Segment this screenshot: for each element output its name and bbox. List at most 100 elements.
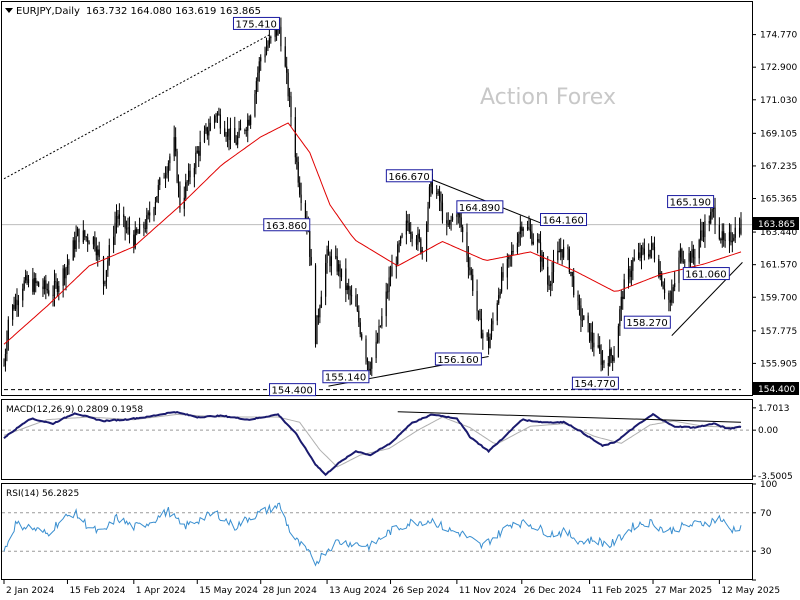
candle-body [580,305,582,320]
candle-body [597,345,599,348]
candle-body [711,208,713,212]
time-tick-label: 11 Feb 2025 [592,586,648,596]
candle-body [346,285,348,291]
candle-body [108,245,110,261]
candle-body [330,256,332,267]
candle-body [146,215,148,229]
candle-body [460,217,462,227]
price-label: 155.140 [325,373,366,384]
candle-body [257,72,259,82]
candle-body [550,283,552,286]
candle-body [128,227,131,235]
candle-body [431,173,433,193]
candle-body [296,157,298,162]
candle-body [350,295,353,297]
candle-body [239,128,242,131]
candle-body [529,229,532,232]
candle-body [450,219,452,221]
price-tick-label: 169.105 [760,129,797,139]
candle-body [52,294,54,297]
candle-body [195,152,197,168]
time-axis: 2 Jan 2024 15 Feb 2024 1 Apr 2024 15 May 20… [3,580,780,596]
candle-body [411,233,413,239]
candle-body [397,244,399,265]
candle-body [710,211,712,224]
candle-body [609,349,611,366]
candle-body [78,228,80,243]
candle-body [593,342,595,348]
candle-body [650,243,653,250]
candle-body [662,285,664,289]
candle-body [277,25,279,36]
candle-body [459,210,461,218]
candle-body [684,261,686,263]
candle-body [294,117,296,158]
candle-body [738,227,741,234]
candle-body [648,254,650,257]
candle-body [247,119,249,131]
candle-body [169,156,171,164]
candle-body [689,253,692,263]
candle-body [375,341,377,359]
candle-body [82,230,84,243]
candle-body [177,181,180,186]
candle-body [617,326,620,358]
candle-body [164,175,167,178]
candle-body [310,256,312,266]
candle-body [189,170,191,178]
rsi-axis: 100 70 30 [2,480,777,581]
price-label-box [456,200,504,214]
candle-body [376,340,379,342]
collapse-triangle-icon[interactable] [5,8,13,13]
candle-body [671,291,673,303]
candle-body [288,96,291,98]
candle-body [714,207,716,226]
candle-body [691,249,693,263]
candle-body [42,286,44,290]
price-tick-label: 174.770 [760,31,797,41]
candle-body [314,265,317,345]
candle-body [456,214,458,217]
candle-body [143,223,145,229]
price-label-box [434,352,482,366]
candle-body [658,259,660,277]
candle-body [563,247,565,258]
candle-body [358,310,360,323]
candle-body [567,247,569,250]
time-tick-label: 15 Feb 2024 [69,586,125,596]
candle-body [62,268,64,286]
candle-body [421,250,423,253]
candle-body [14,299,17,309]
candle-body [661,272,663,286]
candle-body [720,239,722,241]
candle-body [723,231,725,240]
candle-body [250,116,252,125]
candle-body [542,254,545,267]
macd-tick-label: -3.5005 [758,472,793,482]
candle-body [138,223,141,234]
candle-body [209,122,211,131]
candle-body [105,270,108,282]
candle-body [466,232,468,256]
candle-body [381,316,383,327]
time-tick-label: 26 Sep 2024 [393,586,450,596]
price-label: 158.270 [626,318,667,329]
candle-body [188,170,190,182]
candle-body [74,240,76,250]
candle-body [36,282,38,284]
candle-body [547,266,549,285]
candle-body [436,192,438,194]
candle-body [336,256,338,272]
candle-body [205,127,207,131]
candle-body [123,214,125,217]
candle-body [449,220,451,225]
rsi-panel-frame [1,483,753,580]
candle-body [531,231,533,244]
candle-body [627,268,630,280]
candle-body [704,221,706,238]
macd-line [3,411,742,477]
candle-body [224,128,226,136]
candle-body [496,303,498,321]
candle-body [668,292,670,300]
candle-body [640,247,643,258]
